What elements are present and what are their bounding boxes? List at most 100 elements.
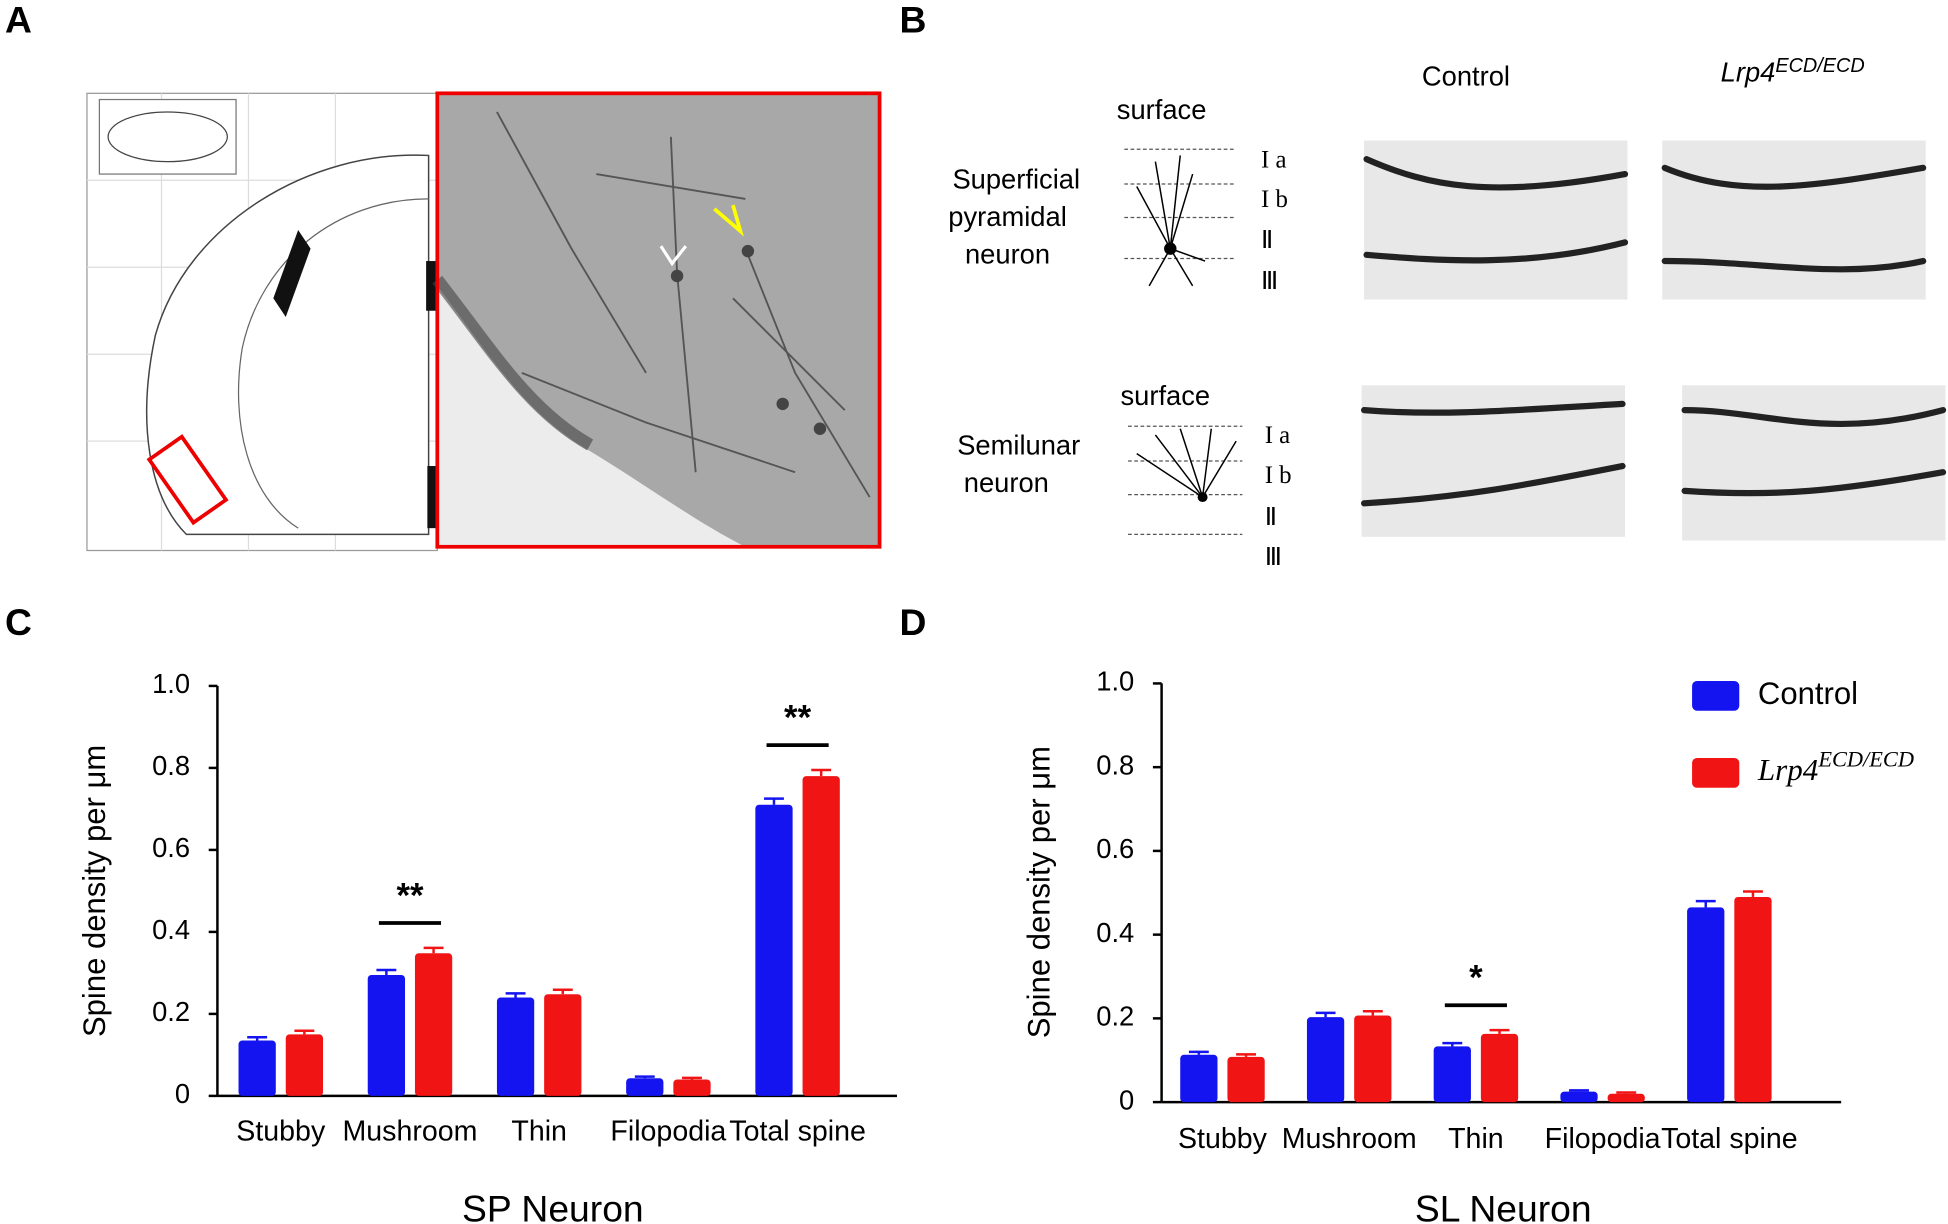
layer-label: Ⅱ [1265, 504, 1277, 531]
y-tick-label: 0.4 [1096, 917, 1134, 948]
x-axis-title: SL Neuron [1415, 1187, 1592, 1224]
bar [544, 994, 582, 1096]
bar [496, 997, 535, 1096]
x-tick-label: Thin [511, 1116, 567, 1148]
y-tick-label: 0.8 [1096, 749, 1134, 780]
bar [1306, 1017, 1345, 1103]
row-label: neuron [964, 467, 1049, 498]
bar [238, 1040, 276, 1096]
legend-label: Control [1758, 676, 1858, 711]
bar [1227, 1056, 1265, 1103]
layer-label: Ⅲ [1265, 544, 1282, 571]
error-bar [634, 1075, 655, 1079]
y-tick-label: 0.4 [152, 914, 190, 945]
legend-label: Lrp4ECD/ECD [1757, 747, 1914, 787]
legend-swatch [1692, 680, 1740, 711]
bar [755, 804, 793, 1096]
y-tick-label: 0 [1119, 1084, 1134, 1115]
bar [414, 953, 453, 1096]
bar [1480, 1033, 1519, 1103]
error-bar [682, 1076, 702, 1080]
bar [1687, 907, 1725, 1103]
y-tick-label: 0.2 [152, 996, 190, 1027]
y-tick-label: 1.0 [1096, 666, 1134, 697]
surface-label: surface [1121, 380, 1211, 411]
error-bar [1569, 1089, 1589, 1092]
bar [626, 1078, 664, 1096]
error-bar [811, 768, 832, 777]
x-tick-label: Total spine [1661, 1123, 1798, 1155]
error-bar [1362, 1010, 1383, 1016]
column-header: Lrp4ECD/ECD [1721, 55, 1865, 87]
column-header-sup: ECD/ECD [1775, 55, 1864, 77]
layer-label: I b [1261, 186, 1288, 213]
bar [285, 1034, 324, 1096]
layer-label: Ⅲ [1261, 268, 1278, 295]
x-tick-label: Mushroom [1282, 1123, 1417, 1155]
x-tick-label: Thin [1448, 1123, 1504, 1155]
legend-swatch [1692, 757, 1740, 788]
atlas-image [86, 92, 438, 552]
surface-label: surface [1117, 94, 1207, 125]
neuron-row: Superficial pyramidal neuron surface I a… [948, 94, 1288, 295]
micrograph [432, 91, 882, 549]
layer-label: I b [1265, 462, 1292, 489]
column-header-main: Lrp4 [1721, 57, 1776, 88]
y-axis-title: Spine density per μm [77, 745, 112, 1037]
x-tick-label: Stubby [236, 1116, 326, 1148]
error-bar [376, 968, 397, 975]
bar [1354, 1015, 1392, 1103]
row-label: neuron [965, 238, 1050, 269]
neuron-row: Semilunar neuron surface I a I b Ⅱ Ⅲ [957, 380, 1291, 571]
x-tick-label: Mushroom [343, 1116, 478, 1148]
y-tick-label: 0.8 [152, 750, 190, 781]
error-bar [247, 1036, 268, 1041]
error-bar [1695, 899, 1716, 908]
x-tick-label: Total spine [729, 1116, 866, 1148]
bar [673, 1079, 711, 1096]
charts: 0 0.2 0.4 0.6 0.8 1.0 Spine density per μm SP N… [77, 666, 1914, 1224]
panel-letter: B [899, 0, 926, 40]
layer-label: Ⅱ [1261, 227, 1273, 254]
error-bar [423, 946, 444, 954]
error-bar [1616, 1091, 1637, 1094]
y-tick-label: 1.0 [152, 668, 190, 699]
error-bar [552, 988, 573, 995]
layer-label: I a [1265, 422, 1290, 449]
y-axis-title: Spine density per μm [1021, 746, 1056, 1038]
legend-label-main: Control [1758, 676, 1858, 711]
column-header: Control [1422, 61, 1510, 92]
panel-letter: D [899, 601, 926, 643]
error-bar [1442, 1041, 1463, 1047]
y-tick-label: 0.2 [1096, 1001, 1134, 1032]
panel-letter: A [5, 0, 32, 40]
y-tick-label: 0 [175, 1078, 190, 1109]
y-tick-label: 0.6 [1096, 833, 1134, 864]
error-bar [1236, 1053, 1257, 1057]
bar [367, 974, 406, 1096]
bar [1607, 1093, 1645, 1103]
legend-label-main: Lrp4 [1757, 752, 1818, 787]
error-bar [1188, 1050, 1209, 1055]
dendrite-images [1360, 140, 1947, 541]
bar [802, 776, 840, 1096]
layer-label: I a [1261, 146, 1286, 173]
error-bar [294, 1029, 315, 1035]
x-axis-title: SP Neuron [462, 1187, 644, 1224]
bar [1560, 1091, 1598, 1103]
significance-label: ** [784, 699, 812, 737]
significance-label: ** [396, 877, 424, 915]
row-label: pyramidal [948, 201, 1066, 232]
error-bar [764, 797, 784, 805]
legend-label-sup: ECD/ECD [1817, 747, 1914, 772]
row-label: Superficial [952, 164, 1080, 195]
bar [1180, 1054, 1218, 1103]
error-bar [1743, 890, 1763, 897]
error-bar [505, 992, 526, 998]
row-label: Semilunar [957, 430, 1080, 461]
x-tick-label: Filopodia [1545, 1123, 1661, 1155]
significance-label: * [1469, 960, 1483, 998]
panel-letter: C [5, 601, 32, 643]
